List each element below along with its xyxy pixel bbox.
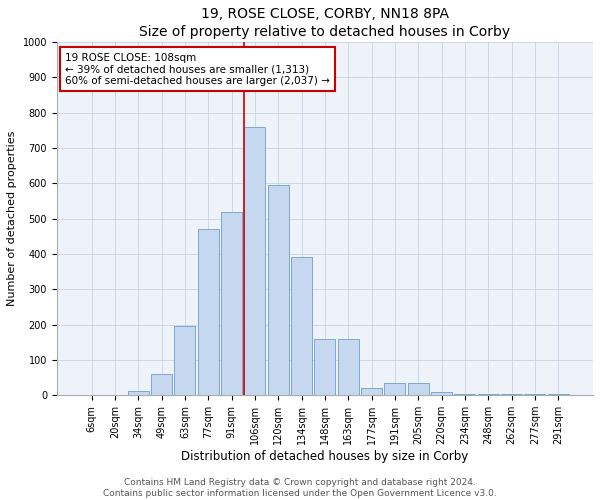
Bar [314,338,335,396]
Bar [431,392,452,396]
Bar [524,394,545,396]
Title: 19, ROSE CLOSE, CORBY, NN18 8PA
Size of property relative to detached houses in : 19, ROSE CLOSE, CORBY, NN18 8PA Size of … [139,7,511,40]
Bar [221,212,242,396]
Bar [338,338,359,396]
Bar [478,394,499,396]
Text: 19 ROSE CLOSE: 108sqm
← 39% of detached houses are smaller (1,313)
60% of semi-d: 19 ROSE CLOSE: 108sqm ← 39% of detached … [65,52,329,86]
Bar [268,185,289,396]
Bar [175,326,196,396]
Bar [244,126,265,396]
Bar [385,383,406,396]
Bar [361,388,382,396]
Bar [548,394,569,396]
Bar [198,229,219,396]
Bar [151,374,172,396]
Bar [128,390,149,396]
Text: Contains HM Land Registry data © Crown copyright and database right 2024.
Contai: Contains HM Land Registry data © Crown c… [103,478,497,498]
Bar [408,383,429,396]
Bar [501,394,522,396]
Y-axis label: Number of detached properties: Number of detached properties [7,131,17,306]
Bar [291,258,312,396]
Bar [454,394,475,396]
X-axis label: Distribution of detached houses by size in Corby: Distribution of detached houses by size … [181,450,469,463]
